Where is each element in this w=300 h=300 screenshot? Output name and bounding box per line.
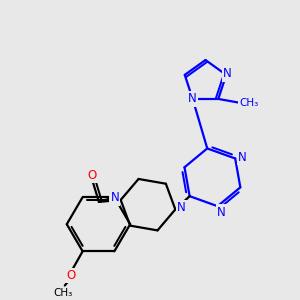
Text: N: N [188, 92, 197, 105]
Text: N: N [217, 206, 226, 219]
Text: N: N [238, 151, 247, 164]
Text: CH₃: CH₃ [53, 288, 72, 298]
Text: N: N [223, 68, 232, 80]
Text: N: N [110, 191, 119, 205]
Text: CH₃: CH₃ [239, 98, 259, 108]
Text: O: O [66, 269, 75, 282]
Text: O: O [87, 169, 97, 182]
Text: N: N [177, 201, 186, 214]
